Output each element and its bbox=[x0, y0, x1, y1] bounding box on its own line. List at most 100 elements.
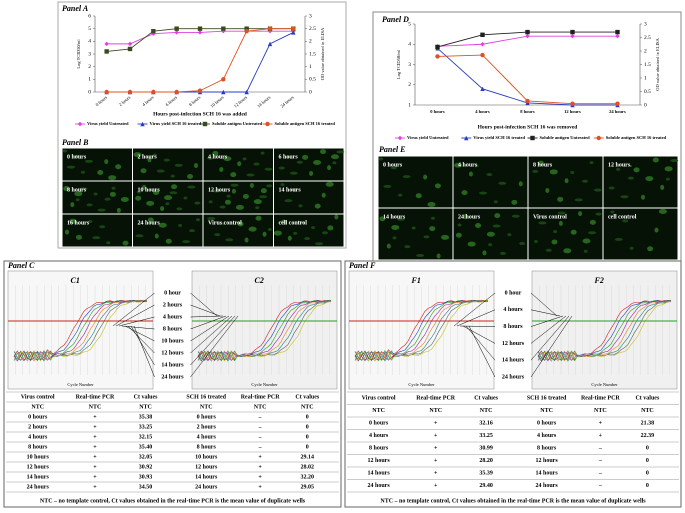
cell-glow bbox=[97, 208, 106, 212]
image-label: 8 hours bbox=[67, 187, 87, 193]
cell-glow bbox=[237, 221, 244, 227]
cell-glow bbox=[620, 195, 629, 199]
cell-glow bbox=[633, 167, 640, 173]
time-label: 24 hours bbox=[161, 374, 184, 380]
cell-glow bbox=[174, 163, 183, 167]
plot-title: F2 bbox=[594, 276, 604, 285]
cell-glow bbox=[545, 188, 550, 194]
table-cell: 0 bbox=[306, 414, 309, 420]
cell-glow bbox=[178, 223, 183, 227]
cell-glow bbox=[499, 251, 506, 255]
point bbox=[615, 101, 620, 106]
table-cell: 4 hours bbox=[369, 433, 389, 439]
cell-glow bbox=[311, 226, 316, 230]
pointer bbox=[112, 292, 155, 327]
table-cell: – bbox=[598, 471, 603, 477]
pcr-curve bbox=[537, 300, 672, 362]
cell-glow bbox=[273, 230, 282, 236]
table-cell: NTC bbox=[139, 404, 152, 410]
point bbox=[244, 89, 249, 95]
cell-glow bbox=[654, 227, 659, 233]
table-cell: + bbox=[93, 414, 97, 420]
table-cell: 34.50 bbox=[139, 484, 153, 490]
point bbox=[525, 29, 530, 35]
pointer bbox=[190, 315, 224, 318]
cell-glow bbox=[574, 198, 583, 202]
time-label: 8 hours bbox=[163, 326, 183, 332]
x-axis-label: Cycle Number bbox=[408, 382, 435, 387]
cell-glow bbox=[533, 239, 538, 243]
table-cell: + bbox=[93, 444, 97, 450]
table-cell: NTC bbox=[540, 408, 553, 414]
cell-glow bbox=[93, 192, 98, 196]
x-tick-label: 8 hours bbox=[520, 109, 535, 114]
cell-glow bbox=[208, 200, 213, 204]
cell-glow bbox=[423, 174, 428, 180]
point bbox=[174, 26, 179, 31]
cell-glow bbox=[379, 157, 383, 161]
pointer bbox=[530, 315, 573, 378]
pointer bbox=[115, 304, 155, 327]
cell-glow bbox=[608, 186, 615, 190]
point bbox=[570, 29, 575, 35]
cell-glow bbox=[163, 158, 170, 162]
y-tick-label: 2 bbox=[88, 64, 91, 70]
pointer bbox=[121, 325, 155, 330]
table-cell: 14 hours bbox=[27, 474, 50, 480]
cell-glow bbox=[153, 189, 160, 195]
cell-glow bbox=[66, 165, 75, 169]
cell-glow bbox=[194, 201, 201, 205]
cell-glow bbox=[327, 165, 332, 171]
plot-title: C1 bbox=[71, 276, 80, 285]
point bbox=[570, 101, 575, 106]
cell-glow bbox=[557, 196, 564, 202]
y-tick-label: 1 bbox=[408, 102, 411, 108]
time-label: 4 hours bbox=[163, 314, 183, 320]
cell-glow bbox=[336, 150, 345, 154]
table-cell: 8 hours bbox=[28, 444, 48, 450]
table-cell: 28.02 bbox=[301, 464, 315, 470]
cell-glow bbox=[165, 238, 172, 244]
point bbox=[127, 41, 133, 47]
cell-glow bbox=[322, 231, 329, 235]
pcr-curve bbox=[354, 300, 489, 362]
table-cell: 24 hours bbox=[368, 483, 391, 489]
table-cell: NTC bbox=[480, 408, 493, 414]
y-tick-label: 3 bbox=[408, 62, 411, 68]
micrograph bbox=[603, 208, 678, 260]
image-label: cell control bbox=[608, 214, 637, 220]
y2-axis-label: OD value obtained in ELISA bbox=[655, 38, 660, 91]
table-cell: 0 hours bbox=[197, 414, 217, 420]
cell-glow bbox=[63, 186, 70, 192]
cell-glow bbox=[665, 177, 670, 181]
image-label: 12 hours. bbox=[608, 162, 632, 168]
cell-glow bbox=[154, 233, 159, 239]
cell-glow bbox=[498, 181, 507, 185]
y-axis-label: Log TCID50/ml bbox=[396, 49, 401, 79]
point bbox=[525, 33, 530, 39]
time-label: 10 hours bbox=[161, 338, 184, 344]
pcr-curve bbox=[537, 300, 672, 362]
table-cell: Virus control bbox=[362, 396, 396, 402]
point bbox=[480, 52, 485, 58]
time-label: 14 hours bbox=[161, 362, 184, 368]
cell-glow bbox=[320, 149, 327, 155]
table-cell: Ct values bbox=[474, 396, 498, 402]
table-cell: 21.38 bbox=[641, 421, 655, 427]
cell-glow bbox=[194, 163, 199, 169]
legend-marker bbox=[530, 135, 535, 141]
table-cell: SCH 16 treated bbox=[186, 394, 226, 400]
cell-glow bbox=[285, 155, 290, 159]
x-axis-label: Cycle Number bbox=[591, 382, 618, 387]
cell-glow bbox=[253, 199, 262, 205]
cell-glow bbox=[242, 157, 247, 161]
table-cell: 29.14 bbox=[301, 454, 315, 460]
legend-marker bbox=[77, 121, 83, 127]
point bbox=[480, 86, 485, 91]
table-cell: Real-time PCR bbox=[241, 394, 280, 400]
table-cell: 33.25 bbox=[139, 424, 153, 430]
table-cell: 14 hours bbox=[536, 471, 559, 477]
cell-glow bbox=[670, 159, 679, 163]
table-cell: 35.39 bbox=[479, 471, 493, 477]
y2-tick-label: 3 bbox=[644, 21, 647, 27]
